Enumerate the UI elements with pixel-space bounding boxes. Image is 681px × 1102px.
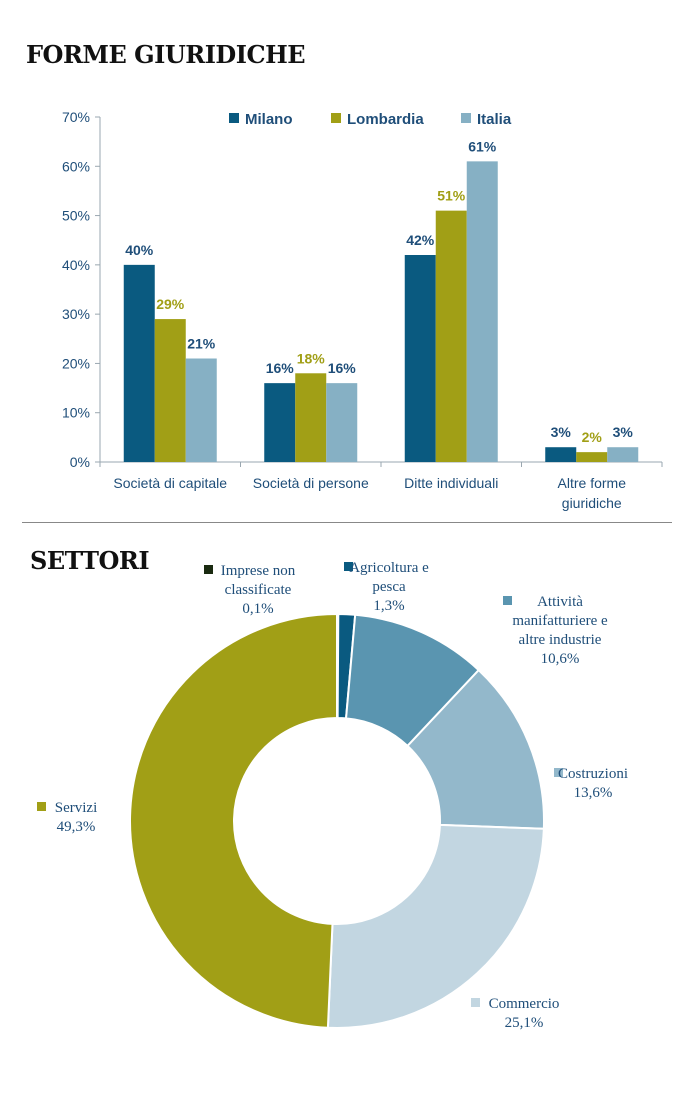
legend-swatch-attivita-manifatturiere-e-altre-industrie — [503, 596, 512, 605]
slice-name-label: Imprese non — [221, 563, 296, 579]
x-category-label: Ditte individuali — [404, 475, 498, 491]
bar-milano-societa-di-capitale — [123, 264, 155, 462]
x-category-label: Società di persone — [253, 475, 369, 491]
x-category-label: giuridiche — [562, 495, 622, 511]
bar-italia-societa-di-persone — [326, 383, 358, 462]
y-tick-label: 0% — [70, 454, 90, 470]
legal-forms-bar-chart: 0% 10% 20% 30% 40% 50% 60% 70% 40% 29% 21% Società … — [62, 109, 663, 511]
slice-name-label: manifatturiere e — [512, 613, 608, 629]
bar-lombardia-societa-di-persone — [295, 373, 327, 462]
legend-swatch-servizi — [37, 802, 46, 811]
y-tick-label: 30% — [62, 306, 90, 322]
legend-swatch-costruzioni — [554, 768, 563, 777]
slice-value-label: 10,6% — [541, 651, 580, 667]
data-label-milano: 40% — [125, 242, 154, 258]
data-label-milano: 3% — [551, 424, 572, 440]
slice-value-label: 1,3% — [373, 598, 404, 614]
slice-name-label: Commercio — [489, 996, 560, 1012]
legend-swatch-agricoltura-e-pesca — [344, 562, 353, 571]
data-label-italia: 21% — [187, 336, 216, 352]
bar-lombardia-ditte-individuali — [435, 210, 467, 462]
bar-milano-altre-forme-giuridiche — [545, 447, 577, 462]
y-tick-label: 20% — [62, 355, 90, 371]
slice-name-label: pesca — [372, 579, 406, 595]
donut-slice-attivita-manifatturiere-e-altre-industrie — [344, 613, 481, 748]
y-tick-label: 50% — [62, 208, 90, 224]
bar-milano-societa-di-persone — [264, 383, 296, 462]
donut-slice-imprese-non-classificate — [336, 612, 340, 720]
legend-swatch-milano — [229, 113, 239, 123]
data-label-lombardia: 2% — [582, 429, 603, 445]
data-label-lombardia: 18% — [297, 350, 326, 366]
donut-slice-costruzioni — [406, 668, 545, 830]
donut-chart-title: SETTORI — [30, 546, 150, 575]
data-label-milano: 42% — [406, 232, 435, 248]
y-tick-label: 60% — [62, 158, 90, 174]
legend-swatch-commercio — [471, 998, 480, 1007]
legend-label-lombardia: Lombardia — [347, 111, 424, 128]
data-label-italia: 61% — [468, 138, 497, 154]
y-tick-label: 40% — [62, 257, 90, 273]
bar-italia-societa-di-capitale — [185, 358, 217, 462]
y-tick-label: 70% — [62, 109, 90, 125]
donut-slice-commercio — [326, 823, 545, 1029]
bar-italia-altre-forme-giuridiche — [607, 447, 639, 462]
slice-value-label: 13,6% — [574, 785, 613, 801]
slice-name-label: Attività — [537, 594, 583, 610]
data-label-italia: 16% — [328, 360, 357, 376]
slice-value-label: 0,1% — [242, 601, 273, 617]
legend-label-milano: Milano — [245, 111, 293, 128]
legend-swatch-imprese-non-classificate — [204, 565, 213, 574]
slice-value-label: 49,3% — [57, 819, 96, 835]
slice-name-label: altre industrie — [519, 632, 602, 648]
x-category-label: Altre forme — [558, 475, 627, 491]
legend-swatch-lombardia — [331, 113, 341, 123]
x-category-label: Società di capitale — [113, 475, 227, 491]
legend-label-italia: Italia — [477, 111, 512, 128]
data-label-milano: 16% — [266, 360, 295, 376]
donut-slice-servizi — [129, 612, 338, 1029]
y-tick-label: 10% — [62, 405, 90, 421]
data-label-italia: 3% — [613, 424, 634, 440]
section-divider — [22, 522, 672, 523]
bar-lombardia-altre-forme-giuridiche — [576, 452, 608, 462]
data-label-lombardia: 51% — [437, 188, 466, 204]
slice-name-label: Agricoltura e — [349, 560, 429, 576]
bar-lombardia-societa-di-capitale — [154, 319, 186, 462]
bar-italia-ditte-individuali — [466, 161, 498, 462]
bar-chart-title: FORME GIURIDICHE — [26, 40, 306, 69]
data-label-lombardia: 29% — [156, 296, 185, 312]
slice-name-label: Costruzioni — [558, 766, 628, 782]
slice-name-label: Servizi — [55, 800, 98, 816]
donut-slice-agricoltura-e-pesca — [336, 612, 357, 720]
slice-name-label: classificate — [225, 582, 292, 598]
slice-value-label: 25,1% — [505, 1015, 544, 1031]
bar-milano-ditte-individuali — [404, 255, 436, 462]
legend-swatch-italia — [461, 113, 471, 123]
